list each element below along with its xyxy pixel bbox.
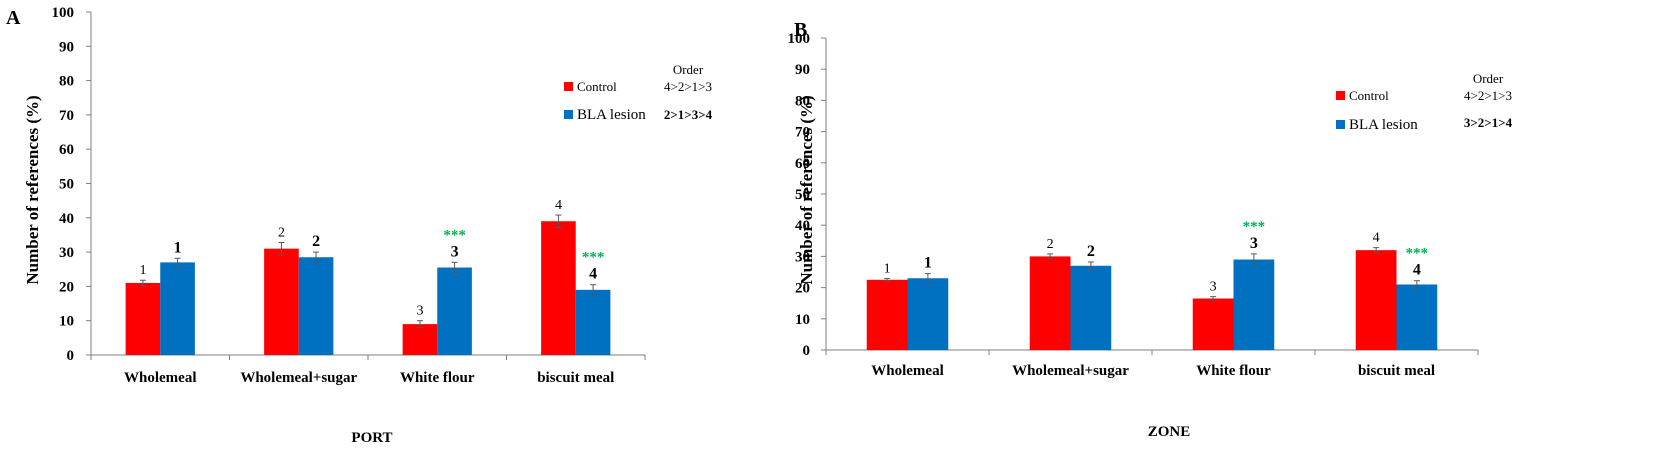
y-axis-title-a: Number of references (%)	[23, 95, 42, 284]
y-tick-label: 90	[59, 39, 74, 55]
legend-label-lesion-b: BLA lesion	[1349, 117, 1418, 133]
y-tick-label: 40	[59, 211, 74, 227]
y-tick-label: 10	[59, 314, 74, 330]
bar-lesion	[1070, 265, 1112, 350]
data-label-control: 2	[1047, 237, 1054, 252]
bar-control	[1029, 256, 1071, 350]
y-tick-label: 60	[795, 156, 810, 172]
data-label-control: 1	[139, 263, 146, 278]
legend-label-control-a: Control	[577, 79, 617, 94]
panel-label-a: A	[6, 7, 21, 29]
bar-control	[125, 282, 161, 355]
y-tick-label: 100	[788, 31, 811, 47]
y-tick-label: 30	[59, 245, 74, 261]
panel-a: A Number of references (%) PORT 0 10 20 30 4…	[6, 5, 713, 446]
y-tick-label: 50	[795, 187, 810, 203]
y-tick-label: 30	[795, 249, 810, 265]
x-tick-label: biscuit meal	[1358, 363, 1435, 379]
bar-lesion	[575, 289, 611, 355]
bar-lesion	[1396, 284, 1438, 350]
bar-lesion	[298, 257, 334, 355]
x-axis-title-b: ZONE	[1148, 424, 1191, 440]
data-label-control: 2	[278, 225, 285, 240]
legend-label-lesion-a: BLA lesion	[577, 107, 646, 123]
data-label-lesion: 1	[174, 239, 182, 256]
y-tick-label: 0	[803, 343, 811, 359]
bar-lesion	[907, 278, 949, 350]
y-tick-label: 50	[59, 177, 74, 193]
data-label-lesion: 3	[451, 243, 459, 260]
bar-control	[264, 248, 299, 355]
y-tick-label: 80	[795, 93, 810, 109]
plot-area-b: 0 10 20 30 40 50 60 70 80 90 100 Wholemeal 1 1 Wholeme…	[788, 31, 1479, 379]
data-label-control: 4	[1373, 231, 1380, 246]
x-tick-label: Wholemeal	[871, 363, 944, 379]
legend-order-lesion-a: 2>1>3>4	[664, 107, 713, 122]
y-tick-label: 40	[795, 218, 810, 234]
panel-label-b: B	[794, 19, 807, 41]
plot-area-a: 0 10 20 30 40 50 60 70 80 90 100 Wholemeal 1 1 Wholeme…	[52, 5, 646, 386]
legend-b: Order Control 4>2>1>3 BLA lesion 3>2>1>4	[1336, 71, 1513, 133]
bar-lesion	[1233, 259, 1275, 350]
legend-order-lesion-b: 3>2>1>4	[1464, 115, 1513, 130]
significance-marker: ***	[443, 227, 466, 243]
significance-marker: ***	[1243, 219, 1266, 235]
legend-label-control-b: Control	[1349, 88, 1389, 103]
legend-swatch-control-a	[564, 82, 573, 91]
data-label-control: 4	[555, 198, 562, 213]
x-axis-title-a: PORT	[351, 430, 392, 446]
x-tick-label: biscuit meal	[537, 370, 614, 386]
bar-lesion	[437, 267, 472, 355]
data-label-lesion: 4	[1413, 262, 1421, 279]
legend-order-header-b: Order	[1473, 71, 1504, 86]
data-label-control: 3	[1210, 280, 1217, 295]
y-tick-label: 70	[59, 108, 74, 124]
bar-control	[866, 279, 908, 350]
data-label-lesion: 3	[1250, 235, 1258, 252]
legend-swatch-control-b	[1336, 91, 1345, 100]
data-label-lesion: 2	[312, 233, 320, 250]
x-tick-label: White flour	[400, 370, 475, 386]
y-tick-label: 10	[795, 312, 810, 328]
y-tick-label: 80	[59, 74, 74, 90]
x-tick-label: Wholemeal+sugar	[1012, 363, 1129, 379]
data-label-lesion: 4	[589, 266, 597, 283]
x-tick-label: Wholemeal+sugar	[240, 370, 357, 386]
data-label-control: 3	[416, 304, 423, 319]
data-label-control: 1	[884, 262, 891, 277]
legend-order-control-b: 4>2>1>3	[1464, 88, 1512, 103]
legend-order-control-a: 4>2>1>3	[664, 79, 712, 94]
bar-control	[1355, 250, 1397, 350]
data-label-lesion: 2	[1087, 243, 1095, 260]
significance-marker: ***	[582, 250, 605, 266]
legend-swatch-lesion-b	[1336, 120, 1345, 129]
y-tick-label: 70	[795, 125, 810, 141]
bar-control	[1192, 298, 1234, 350]
bar-control	[402, 324, 438, 355]
legend-swatch-lesion-a	[564, 110, 573, 119]
y-tick-label: 100	[52, 5, 75, 21]
significance-marker: ***	[1406, 246, 1429, 262]
y-tick-label: 60	[59, 142, 74, 158]
data-label-lesion: 1	[924, 255, 932, 272]
legend-order-header-a: Order	[673, 62, 704, 77]
y-tick-label: 90	[795, 62, 810, 78]
y-axis-title-b: Number of references (%)	[797, 95, 816, 284]
y-tick-label: 0	[67, 348, 75, 364]
x-tick-label: White flour	[1196, 363, 1271, 379]
panel-b: B Number of references (%) ZONE 0 10 20 30 4…	[788, 19, 1513, 440]
y-tick-label: 20	[59, 279, 74, 295]
y-tick-label: 20	[795, 281, 810, 297]
x-tick-label: Wholemeal	[124, 370, 197, 386]
bar-lesion	[160, 262, 195, 355]
legend-a: Order Control 4>2>1>3 BLA lesion 2>1>3>4	[564, 62, 713, 123]
bar-control	[541, 221, 576, 355]
